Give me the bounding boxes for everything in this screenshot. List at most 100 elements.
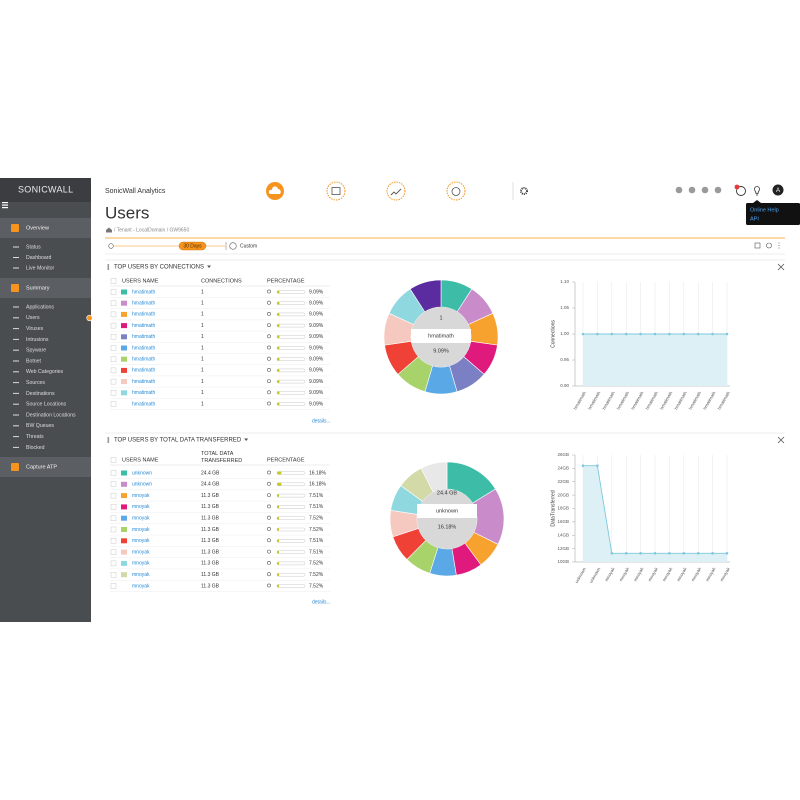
checkbox[interactable] — [110, 515, 117, 521]
user-name[interactable]: mnoyak — [132, 504, 150, 510]
user-name[interactable]: hmatimath — [132, 323, 156, 329]
checkbox[interactable] — [110, 378, 117, 385]
checkbox[interactable] — [110, 560, 117, 567]
analytics-icon[interactable] — [386, 181, 406, 201]
drag-handle[interactable] — [107, 264, 110, 270]
search-icon[interactable] — [267, 572, 271, 577]
help-icon[interactable] — [754, 186, 760, 197]
search-icon[interactable] — [267, 561, 271, 565]
range-pill[interactable] — [178, 241, 207, 251]
data-point[interactable] — [711, 332, 714, 336]
notifications-icon[interactable] — [446, 181, 466, 201]
menu-item[interactable]: Live Monitor — [26, 265, 55, 271]
menu-group[interactable] — [0, 218, 91, 238]
search-icon[interactable] — [267, 481, 271, 486]
checkbox[interactable] — [110, 504, 117, 510]
search-icon[interactable] — [267, 289, 271, 294]
user-name[interactable]: hmatimath — [132, 312, 156, 318]
search-icon[interactable] — [267, 401, 271, 406]
menu-item[interactable]: Applications — [26, 304, 54, 310]
data-point[interactable] — [668, 552, 671, 555]
checkbox[interactable] — [110, 572, 117, 578]
menu-group[interactable] — [0, 278, 91, 298]
help-menu-item[interactable]: API — [750, 216, 759, 222]
menu-item[interactable]: Web Categories — [26, 369, 64, 375]
menu-item[interactable]: Spyware — [26, 348, 46, 354]
menu-item[interactable]: Destinations — [26, 391, 55, 397]
search-icon[interactable] — [267, 527, 271, 531]
user-name[interactable]: hmatimath — [132, 289, 156, 295]
panel-dropdown[interactable] — [244, 438, 249, 442]
menu-item[interactable]: Viruses — [26, 326, 44, 332]
data-point[interactable] — [682, 332, 686, 336]
checkbox[interactable] — [110, 492, 117, 499]
user-name[interactable]: hmatimath — [132, 379, 156, 385]
user-name[interactable]: mnoyak — [132, 527, 150, 533]
menu-toggle[interactable] — [2, 202, 8, 209]
data-point[interactable] — [668, 332, 671, 336]
details-link[interactable]: details... — [312, 418, 331, 424]
checkbox[interactable] — [110, 311, 117, 318]
search-icon[interactable] — [267, 504, 271, 509]
user-name[interactable]: hmatimath — [132, 401, 156, 407]
search-icon[interactable] — [267, 367, 271, 372]
search-icon[interactable] — [267, 390, 271, 395]
data-point[interactable] — [682, 552, 686, 555]
user-name[interactable]: mnoyak — [132, 583, 150, 589]
search-icon[interactable] — [267, 515, 271, 520]
checkbox[interactable] — [110, 300, 117, 306]
search-icon[interactable] — [267, 538, 271, 543]
data-point[interactable] — [610, 552, 614, 555]
data-point[interactable] — [596, 464, 599, 468]
data-point[interactable] — [639, 552, 642, 555]
checkbox[interactable] — [110, 367, 117, 374]
data-point[interactable] — [696, 552, 700, 555]
search-icon[interactable] — [267, 493, 271, 498]
user-name[interactable]: mnoyak — [132, 561, 150, 567]
console-icon[interactable] — [520, 187, 528, 195]
checkbox[interactable] — [110, 538, 117, 544]
data-point[interactable] — [624, 552, 628, 555]
data-point[interactable] — [725, 332, 729, 336]
data-point[interactable] — [711, 552, 714, 555]
menu-item[interactable]: Blocked — [26, 445, 45, 451]
search-icon[interactable] — [267, 311, 271, 316]
menu-item[interactable]: BW Queues — [26, 423, 54, 429]
data-point[interactable] — [581, 464, 585, 468]
drag-handle[interactable] — [107, 437, 110, 443]
checkbox[interactable] — [110, 289, 117, 295]
export-icon[interactable] — [754, 242, 761, 249]
user-name[interactable]: mnoyak — [132, 549, 150, 555]
data-point[interactable] — [653, 552, 657, 555]
menu-item[interactable]: Botnet — [26, 358, 42, 364]
menu-item[interactable]: Sources — [26, 380, 45, 386]
help-menu-item[interactable]: Online Help — [750, 207, 779, 213]
user-name[interactable]: mnoyak — [132, 516, 150, 522]
status-dot[interactable] — [688, 186, 696, 194]
search-icon[interactable] — [267, 583, 271, 588]
user-name[interactable]: unknown — [132, 482, 152, 488]
checkbox[interactable] — [110, 345, 117, 351]
menu-item[interactable]: Threats — [26, 434, 44, 440]
user-name[interactable]: hmatimath — [132, 334, 156, 340]
search-icon[interactable] — [267, 379, 271, 384]
search-icon[interactable] — [267, 345, 271, 350]
slider-start[interactable] — [108, 243, 114, 249]
checkbox[interactable] — [110, 481, 117, 487]
data-point[interactable] — [653, 332, 657, 336]
reports-icon[interactable] — [326, 181, 346, 201]
data-point[interactable] — [581, 332, 585, 336]
search-icon[interactable] — [267, 470, 271, 475]
search-icon[interactable] — [267, 323, 271, 328]
data-point[interactable] — [639, 332, 642, 336]
data-point[interactable] — [624, 332, 628, 336]
checkbox[interactable] — [110, 470, 117, 476]
menu-group[interactable] — [0, 457, 91, 477]
search-icon[interactable] — [267, 549, 271, 554]
user-name[interactable]: hmatimath — [132, 390, 156, 396]
close-icon[interactable] — [777, 263, 785, 271]
menu-item[interactable]: Status — [26, 244, 41, 250]
status-dot[interactable] — [701, 186, 709, 194]
user-name[interactable]: hmatimath — [132, 368, 156, 374]
checkbox[interactable] — [110, 334, 117, 340]
